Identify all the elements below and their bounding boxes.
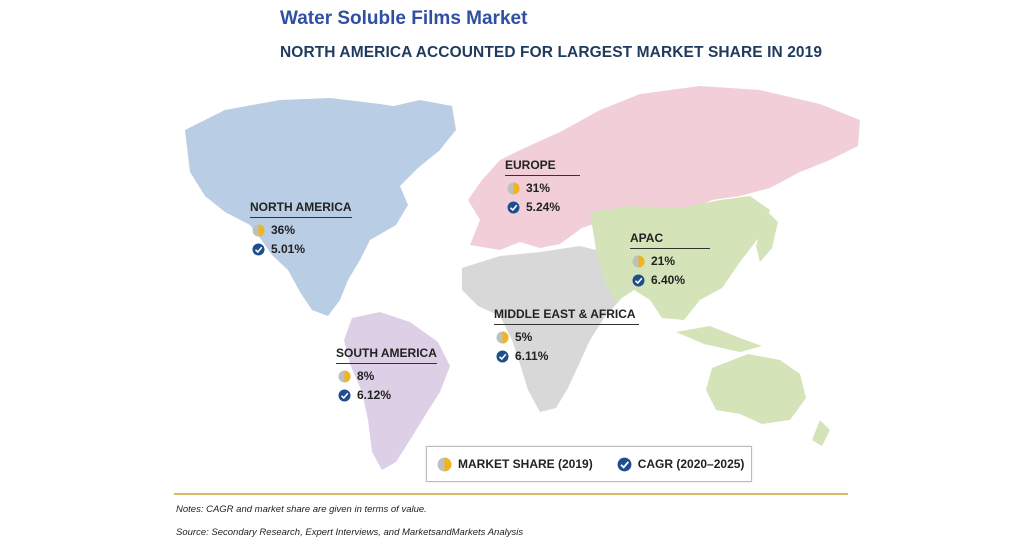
cagr-value: 6.40% <box>651 273 686 287</box>
half-pie-icon <box>507 182 520 195</box>
legend-label-market-share: MARKET SHARE (2019) <box>458 457 593 471</box>
market-share-value: 31% <box>526 181 551 195</box>
check-circle-icon <box>496 350 509 363</box>
half-pie-icon <box>437 457 452 472</box>
cagr-value: 6.11% <box>515 349 549 363</box>
cagr-value: 6.12% <box>357 388 392 402</box>
divider <box>174 493 848 495</box>
region-name: NORTH AMERICA <box>250 200 352 218</box>
market-share-value: 5% <box>515 330 533 344</box>
legend-label-cagr: CAGR (2020–2025) <box>637 457 745 471</box>
market-share-value: 21% <box>651 254 676 268</box>
greenland-shape <box>385 100 456 160</box>
cagr-value: 5.01% <box>271 242 306 256</box>
region-name: APAC <box>630 231 710 249</box>
check-circle-icon <box>632 274 645 287</box>
south-america-shape <box>344 312 450 470</box>
region-name: MIDDLE EAST & AFRICA <box>494 307 639 325</box>
half-pie-icon <box>496 331 509 344</box>
region-apac: APAC 21% 6.40% <box>630 231 710 287</box>
region-north-america: NORTH AMERICA 36% 5.01% <box>250 200 352 256</box>
indonesia-shape <box>676 326 762 352</box>
region-europe: EUROPE 31% 5.24% <box>505 158 580 214</box>
half-pie-icon <box>632 255 645 268</box>
region-middle-east-africa: MIDDLE EAST & AFRICA 5% 6.11% <box>494 307 639 363</box>
new-zealand-shape <box>812 420 830 446</box>
cagr-value: 5.24% <box>526 200 561 214</box>
check-circle-icon <box>252 243 265 256</box>
check-circle-icon <box>507 201 520 214</box>
legend-item-cagr: CAGR (2020–2025) <box>617 457 745 472</box>
legend: MARKET SHARE (2019) CAGR (2020–2025) <box>426 446 752 482</box>
notes-text: Notes: CAGR and market share are given i… <box>176 504 427 515</box>
middle-east-africa-shape <box>462 246 628 412</box>
region-south-america: SOUTH AMERICA 8% 6.12% <box>336 346 437 402</box>
market-share-value: 8% <box>357 369 375 383</box>
check-circle-icon <box>617 457 632 472</box>
region-name: EUROPE <box>505 158 580 176</box>
australia-shape <box>706 354 806 424</box>
japan-shape <box>756 210 778 262</box>
chart-subtitle: NORTH AMERICA ACCOUNTED FOR LARGEST MARK… <box>280 44 823 61</box>
market-share-value: 36% <box>271 223 296 237</box>
apac-shape <box>590 196 770 320</box>
region-name: SOUTH AMERICA <box>336 346 437 364</box>
europe-shape <box>468 86 860 250</box>
source-text: Source: Secondary Research, Expert Inter… <box>176 527 524 538</box>
check-circle-icon <box>338 389 351 402</box>
chart-title: Water Soluble Films Market <box>280 8 528 29</box>
north-america-shape <box>185 98 452 316</box>
half-pie-icon <box>252 224 265 237</box>
half-pie-icon <box>338 370 351 383</box>
legend-item-market-share: MARKET SHARE (2019) <box>437 457 593 472</box>
